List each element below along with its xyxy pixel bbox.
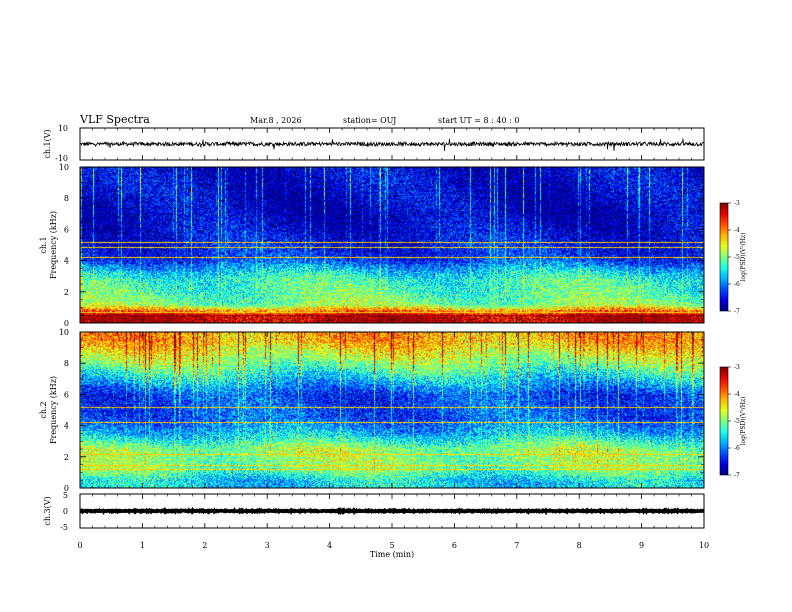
yt1-label-6: 6 [64, 225, 69, 234]
time-tick-3: 3 [265, 541, 270, 550]
time-tick-7: 7 [514, 541, 519, 550]
time-tick-10: 10 [699, 541, 709, 550]
ch3-ytick-mid: 0 [63, 507, 68, 516]
yt1-label-8: 8 [64, 194, 69, 203]
yt2-label-10: 10 [59, 328, 69, 337]
inner-time-ticks [79, 127, 705, 529]
time-tick-1: 1 [140, 541, 145, 550]
ch2-spectrogram-ylabel: Frequency (kHz) [49, 376, 58, 444]
cbt1--6: -6 [734, 281, 740, 288]
ch2-spectrogram-yticks: 0 2 4 6 8 10 [59, 328, 704, 493]
yt2-label-2: 2 [64, 453, 69, 462]
time-tick-9: 9 [639, 541, 644, 550]
cbt2--6: -6 [734, 445, 740, 452]
ch1-colorbar-label: log(PSD)(V²/Hz) [740, 233, 747, 282]
ch3-waveform-ylabel: ch.3(V) [43, 496, 52, 525]
figure-title: VLF Spectra [79, 113, 150, 126]
ch1-ytick-top: 10 [58, 124, 68, 133]
time-tick-8: 8 [577, 541, 582, 550]
time-tick-6: 6 [452, 541, 457, 550]
ch1-waveform-trace [79, 138, 705, 151]
yt1-label-0: 0 [64, 319, 69, 328]
cbt1--3: -3 [734, 200, 740, 207]
ch2-spectrogram-image [80, 332, 704, 488]
yt2-label-0: 0 [64, 484, 69, 493]
cbt2--5: -5 [734, 418, 740, 425]
yt2-label-6: 6 [64, 390, 69, 399]
ch1-spectrogram-ylabel: Frequency (kHz) [49, 211, 58, 279]
ch2-spectrogram-channel-label: ch.2 [39, 401, 48, 418]
ch1-spectrogram-channel-label: ch.1 [39, 236, 48, 253]
ch3-ytick-bottom: -5 [60, 523, 68, 532]
station-label: station= OUJ [343, 116, 396, 125]
cbt1--5: -5 [734, 254, 740, 261]
ch2-colorbar-ticks: -3 -4 -5 -6 -7 [728, 364, 740, 479]
yt1-label-4: 4 [64, 257, 69, 266]
cbt2--7: -7 [734, 472, 740, 479]
start-time-label: start UT = 8 : 40 : 0 [438, 116, 519, 125]
time-tick-4: 4 [327, 541, 332, 550]
ch3-ytick-top: 5 [63, 491, 68, 500]
cbt1--4: -4 [734, 227, 740, 234]
yt2-label-8: 8 [64, 359, 69, 368]
cbt2--4: -4 [734, 391, 740, 398]
ch1-colorbar [720, 203, 728, 311]
cbt2--3: -3 [734, 364, 740, 371]
ch3-waveform-trace [79, 506, 705, 516]
ch2-colorbar-label: log(PSD)(V²/Hz) [740, 397, 747, 446]
time-axis-label: Time (min) [370, 550, 414, 559]
ch1-ytick-bottom: -10 [55, 154, 68, 163]
ch1-colorbar-ticks: -3 -4 -5 -6 -7 [728, 200, 740, 315]
time-tick-0: 0 [77, 541, 82, 550]
ch1-spectrogram-image [80, 167, 704, 323]
ch1-spectrogram-yticks: 0 2 4 6 8 10 [59, 163, 704, 328]
ch2-colorbar [720, 367, 728, 475]
wave1-path [79, 138, 705, 151]
date-label: Mar.8 , 2026 [250, 116, 302, 125]
wave3-path [79, 506, 705, 516]
yt2-label-4: 4 [64, 422, 69, 431]
yt1-label-2: 2 [64, 288, 69, 297]
time-tick-2: 2 [202, 541, 207, 550]
time-tick-5: 5 [389, 541, 394, 550]
ch1-waveform-ylabel: ch.1(V) [43, 129, 52, 158]
yt1-label-10: 10 [59, 163, 69, 172]
ch3-waveform-panel: 5 0 -5 ch.3(V) 0 1 2 3 4 5 6 7 8 9 10 Time (min) [43, 491, 709, 559]
cbt1--7: -7 [734, 308, 740, 315]
time-axis-ticks: 0 1 2 3 4 5 6 7 8 9 10 [77, 541, 709, 550]
